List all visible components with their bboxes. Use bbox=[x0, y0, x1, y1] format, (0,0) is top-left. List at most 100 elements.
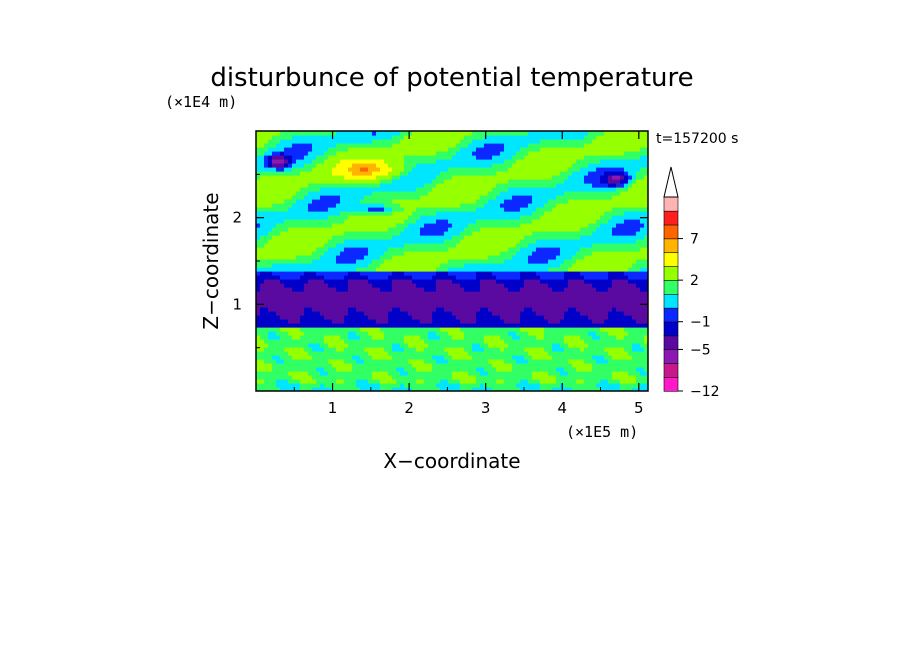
field-cell bbox=[288, 343, 293, 348]
field-cell bbox=[332, 139, 337, 144]
field-cell bbox=[340, 323, 345, 328]
field-cell bbox=[552, 231, 557, 236]
field-cell bbox=[548, 307, 553, 312]
field-cell bbox=[324, 287, 329, 292]
field-cell bbox=[464, 139, 469, 144]
field-cell bbox=[456, 163, 461, 168]
field-cell bbox=[440, 243, 445, 248]
field-cell bbox=[268, 339, 273, 344]
field-cell bbox=[372, 191, 377, 196]
field-cell bbox=[436, 271, 441, 276]
field-cell bbox=[332, 327, 337, 332]
field-cell bbox=[324, 255, 329, 260]
field-cell bbox=[368, 379, 373, 384]
field-cell bbox=[340, 163, 345, 168]
field-cell bbox=[372, 351, 377, 356]
field-cell bbox=[392, 343, 397, 348]
field-cell bbox=[324, 163, 329, 168]
field-cell bbox=[440, 223, 445, 228]
field-cell bbox=[536, 379, 541, 384]
field-cell bbox=[312, 343, 317, 348]
field-cell bbox=[340, 211, 345, 216]
field-cell bbox=[448, 263, 453, 268]
field-cell bbox=[424, 155, 429, 160]
field-cell bbox=[396, 287, 401, 292]
field-cell bbox=[448, 267, 453, 272]
field-cell bbox=[496, 235, 501, 240]
field-cell bbox=[432, 295, 437, 300]
field-cell bbox=[504, 267, 509, 272]
field-cell bbox=[476, 131, 481, 136]
field-cell bbox=[264, 171, 269, 176]
field-cell bbox=[496, 347, 501, 352]
field-cell bbox=[332, 379, 337, 384]
field-cell bbox=[272, 231, 277, 236]
field-cell bbox=[332, 251, 337, 256]
field-cell bbox=[472, 363, 477, 368]
field-cell bbox=[432, 215, 437, 220]
field-cell bbox=[392, 239, 397, 244]
field-cell bbox=[500, 339, 505, 344]
field-cell bbox=[504, 339, 509, 344]
field-cell bbox=[432, 319, 437, 324]
field-cell bbox=[404, 183, 409, 188]
field-cell bbox=[320, 191, 325, 196]
field-cell bbox=[348, 223, 353, 228]
field-cell bbox=[400, 163, 405, 168]
field-cell bbox=[548, 183, 553, 188]
field-cell bbox=[424, 275, 429, 280]
field-cell bbox=[316, 195, 321, 200]
field-cell bbox=[512, 343, 517, 348]
field-cell bbox=[404, 375, 409, 380]
field-cell bbox=[364, 143, 369, 148]
field-cell bbox=[552, 159, 557, 164]
field-cell bbox=[540, 219, 545, 224]
field-cell bbox=[432, 191, 437, 196]
field-cell bbox=[312, 211, 317, 216]
field-cell bbox=[308, 363, 313, 368]
field-cell bbox=[336, 171, 341, 176]
field-cell bbox=[428, 163, 433, 168]
field-cell bbox=[328, 363, 333, 368]
field-cell bbox=[448, 287, 453, 292]
field-cell bbox=[296, 355, 301, 360]
field-cell bbox=[440, 175, 445, 180]
field-cell bbox=[496, 207, 501, 212]
field-cell bbox=[368, 175, 373, 180]
field-cell bbox=[476, 379, 481, 384]
field-cell bbox=[304, 299, 309, 304]
field-cell bbox=[408, 359, 413, 364]
field-cell bbox=[452, 379, 457, 384]
field-cell bbox=[368, 271, 373, 276]
field-cell bbox=[412, 167, 417, 172]
field-cell bbox=[400, 291, 405, 296]
field-cell bbox=[276, 251, 281, 256]
field-cell bbox=[500, 347, 505, 352]
field-cell bbox=[472, 227, 477, 232]
field-cell bbox=[556, 263, 561, 268]
field-cell bbox=[344, 279, 349, 284]
field-cell bbox=[268, 219, 273, 224]
field-cell bbox=[360, 199, 365, 204]
field-cell bbox=[452, 303, 457, 308]
field-cell bbox=[340, 155, 345, 160]
field-cell bbox=[412, 215, 417, 220]
field-cell bbox=[480, 155, 485, 160]
field-cell bbox=[424, 375, 429, 380]
field-cell bbox=[556, 203, 561, 208]
field-cell bbox=[436, 131, 441, 136]
field-cell bbox=[376, 375, 381, 380]
field-cell bbox=[324, 179, 329, 184]
field-cell bbox=[312, 191, 317, 196]
field-cell bbox=[428, 295, 433, 300]
field-cell bbox=[324, 263, 329, 268]
field-cell bbox=[524, 203, 529, 208]
field-cell bbox=[448, 235, 453, 240]
field-cell bbox=[496, 331, 501, 336]
field-cell bbox=[512, 319, 517, 324]
field-cell bbox=[392, 199, 397, 204]
field-cell bbox=[556, 319, 561, 324]
field-cell bbox=[504, 311, 509, 316]
field-cell bbox=[548, 255, 553, 260]
field-cell bbox=[560, 299, 565, 304]
